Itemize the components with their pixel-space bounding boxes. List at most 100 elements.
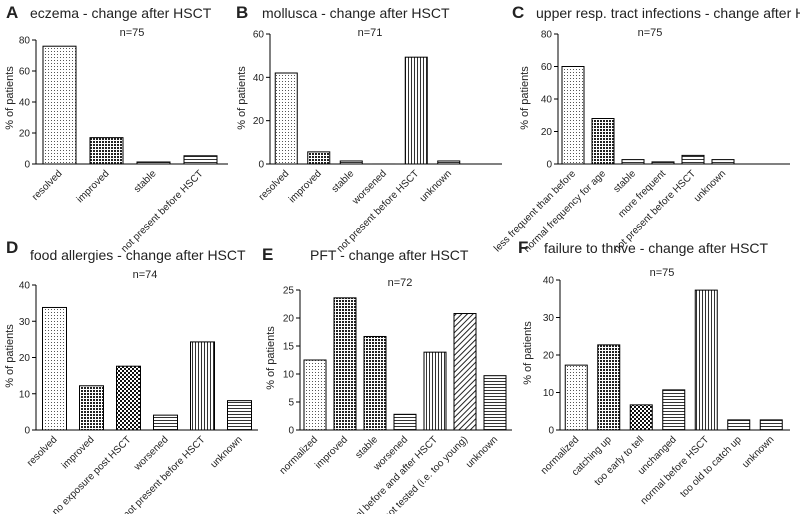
y-axis-label: % of patients [4, 324, 16, 388]
y-axis-label: % of patients [522, 321, 534, 385]
category-label: improved [75, 168, 112, 205]
panel-title: eczema - change after HSCT [30, 5, 212, 21]
category-label: stable [611, 168, 638, 195]
panel-letter: C [512, 3, 524, 22]
category-label: resolved [30, 168, 65, 203]
category-label: improved [60, 434, 97, 471]
panel-e: E PFT - change after HSCT n=72 % of pati… [262, 245, 512, 514]
panel-a: A eczema - change after HSCT n=75 % of p… [4, 3, 228, 255]
sample-size: n=75 [120, 27, 145, 39]
panel-letter: B [236, 3, 248, 22]
category-label: improved [313, 434, 350, 471]
bar [79, 385, 104, 431]
bar [42, 306, 67, 431]
y-tick-label: 30 [19, 317, 31, 328]
y-tick-label: 0 [546, 160, 552, 171]
y-tick-label: 15 [283, 342, 295, 353]
bar [307, 151, 331, 165]
category-label: unknown [740, 434, 776, 470]
y-tick-label: 0 [24, 160, 30, 171]
bar [759, 419, 783, 431]
bar [274, 72, 298, 165]
y-tick-label: 20 [19, 129, 31, 140]
category-label: stable [353, 434, 380, 461]
sample-size: n=72 [388, 277, 413, 289]
panel-letter: E [262, 245, 273, 264]
y-tick-label: 0 [288, 426, 294, 437]
y-tick-label: 20 [543, 351, 555, 362]
category-label: unknown [692, 168, 728, 204]
y-tick-label: 60 [253, 30, 265, 41]
y-tick-label: 10 [543, 388, 555, 399]
panel-f: F failure to thrive - change after HSCT … [518, 238, 790, 507]
bar [483, 375, 507, 431]
sample-size: n=75 [638, 27, 663, 39]
panel-title: food allergies - change after HSCT [30, 247, 246, 263]
panel-c: C upper resp. tract infections - change … [492, 3, 800, 255]
y-tick-label: 80 [541, 30, 553, 41]
y-tick-label: 30 [543, 313, 555, 324]
y-tick-label: 60 [541, 62, 553, 73]
category-label: not present before HSCT [119, 168, 205, 254]
bar [681, 154, 705, 165]
bar [651, 161, 675, 165]
y-tick-label: 20 [253, 116, 265, 127]
y-tick-label: 80 [19, 36, 31, 47]
category-label: too old to catch up [678, 434, 744, 500]
bar [561, 66, 585, 165]
y-tick-label: 0 [258, 160, 264, 171]
bar [621, 159, 645, 165]
category-label: unknown [464, 434, 500, 470]
category-label: stable [132, 168, 159, 195]
bar [339, 160, 363, 165]
y-tick-label: 20 [19, 353, 31, 364]
y-tick-label: 20 [283, 314, 295, 325]
bar [183, 155, 218, 165]
category-label: improved [287, 168, 324, 205]
y-tick-label: 25 [283, 286, 295, 297]
bar [591, 118, 615, 165]
bar [363, 335, 387, 431]
panel-title: upper resp. tract infections - change af… [536, 5, 800, 21]
panel-letter: D [6, 238, 18, 257]
bar [116, 365, 141, 431]
category-label: unknown [209, 434, 245, 470]
y-tick-label: 0 [24, 426, 30, 437]
bar [423, 351, 447, 431]
y-tick-label: 60 [19, 67, 31, 78]
panel-title: mollusca - change after HSCT [262, 5, 450, 21]
y-axis-label: % of patients [519, 66, 531, 130]
bar [564, 364, 588, 431]
bar [711, 159, 735, 165]
panel-title: failure to thrive - change after HSCT [544, 240, 769, 256]
sample-size: n=75 [650, 267, 675, 279]
y-tick-label: 10 [19, 389, 31, 400]
bar [136, 161, 171, 165]
panel-b: B mollusca - change after HSCT n=71 % of… [236, 3, 502, 255]
y-tick-label: 5 [288, 398, 294, 409]
y-tick-label: 40 [543, 276, 555, 287]
bar [727, 419, 751, 431]
sample-size: n=71 [358, 27, 383, 39]
bar [333, 297, 357, 431]
bar [393, 413, 417, 431]
y-tick-label: 20 [541, 127, 553, 138]
panel-d: D food allergies - change after HSCT n=7… [4, 238, 258, 514]
y-axis-label: % of patients [236, 66, 248, 130]
panel-title: PFT - change after HSCT [310, 247, 469, 263]
panel-letter: F [518, 238, 528, 257]
bar [227, 400, 252, 431]
bar [190, 341, 215, 431]
bar [404, 56, 428, 165]
category-label: stable [330, 168, 357, 195]
sample-size: n=74 [133, 269, 158, 281]
y-axis-label: % of patients [4, 66, 16, 130]
y-tick-label: 40 [253, 73, 265, 84]
y-axis-label: % of patients [265, 326, 277, 390]
bar [662, 389, 686, 431]
